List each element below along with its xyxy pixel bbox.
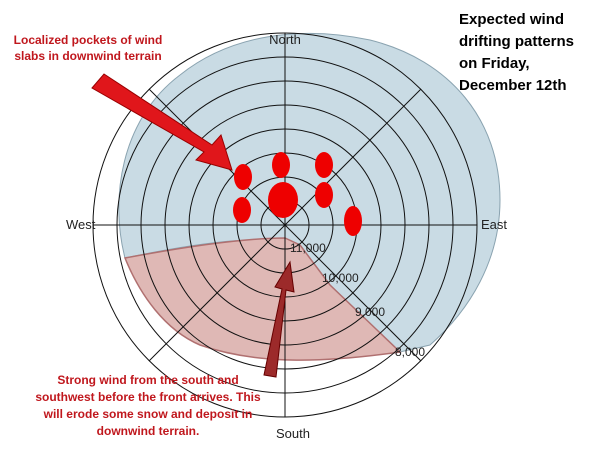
annotation: will erode some snow and deposit in: [43, 407, 253, 421]
direction-label: West: [66, 217, 96, 232]
annotation: Strong wind from the south and: [57, 373, 238, 387]
annotation: downwind terrain.: [97, 424, 200, 438]
direction-label: North: [269, 32, 301, 47]
arrow: [91, 73, 233, 171]
title: December 12th: [459, 77, 567, 94]
elevation-label: 9,000: [355, 305, 385, 319]
direction-label: East: [481, 217, 507, 232]
title: drifting patterns: [459, 33, 574, 50]
annotation: Localized pockets of wind: [14, 33, 163, 47]
rose-grid: [92, 32, 478, 418]
arrow: [263, 260, 295, 378]
wind-slab-pockets: [233, 152, 362, 236]
direction-label: South: [276, 426, 310, 441]
elevation-label: 11,000: [290, 241, 326, 255]
annotation: southwest before the front arrives. This: [35, 390, 261, 404]
title: Expected wind: [459, 11, 564, 28]
elevation-label: 10,000: [322, 271, 359, 285]
annotation: slabs in downwind terrain: [14, 49, 161, 63]
title: on Friday,: [459, 55, 530, 72]
wind-zone: [123, 237, 402, 361]
elevation-label: 8,000: [395, 345, 425, 359]
